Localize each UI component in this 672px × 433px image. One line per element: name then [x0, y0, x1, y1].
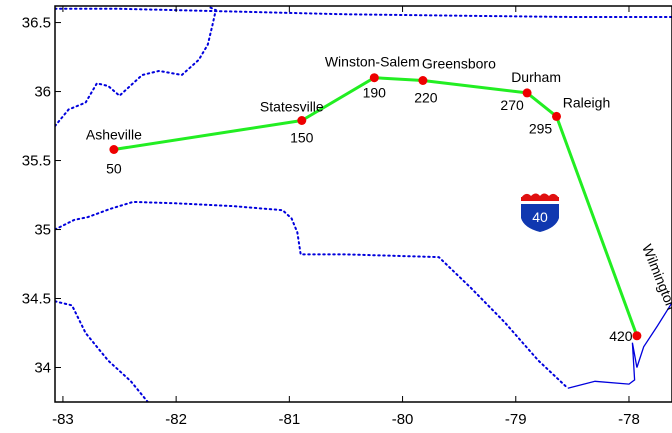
shield-stripe [521, 201, 559, 204]
city-marker [297, 116, 307, 125]
city-name-label: Asheville [86, 127, 142, 143]
y-tick-label: 35.5 [22, 153, 51, 170]
x-tick-label: -80 [392, 411, 414, 428]
y-tick-label: 36 [34, 84, 51, 101]
city-mile-label: 50 [106, 161, 122, 177]
interstate-shield: 40 [521, 193, 559, 232]
city-name-label: Durham [511, 69, 561, 85]
border-sc_west [55, 300, 149, 402]
y-axis: 36.5 36 35.5 35 34.5 34 [22, 15, 61, 377]
city-marker [109, 145, 119, 154]
plot-frame [54, 5, 672, 403]
city-mile-label: 420 [609, 328, 633, 344]
y-tick-label: 34 [34, 360, 51, 377]
city-marker [369, 73, 379, 83]
x-axis: -83 -82 -81 -80 -79 -78 [52, 6, 640, 428]
y-tick-label: 34.5 [22, 291, 51, 308]
coastline [567, 302, 672, 389]
city-mile-label: 220 [414, 90, 438, 106]
shield-body-icon [521, 204, 559, 232]
x-tick-label: -78 [618, 411, 640, 428]
city-marker [418, 76, 428, 85]
border-georgia_sc [55, 200, 569, 390]
city-mile-label: 190 [363, 85, 387, 101]
y-tick-label: 35 [34, 222, 51, 239]
state-borders [55, 6, 672, 402]
city-name-label: Statesville [260, 99, 324, 115]
y-tick-label: 36.5 [22, 15, 51, 32]
city-marker [522, 88, 532, 98]
border-virginia [55, 7, 672, 18]
x-tick-label: -83 [52, 411, 74, 428]
shield-crown-icon [521, 193, 559, 200]
city-mile-label: 150 [290, 130, 314, 146]
border-tennessee [55, 6, 217, 127]
city-mile-label: 270 [500, 97, 524, 113]
x-tick-label: -82 [165, 411, 187, 428]
shield-number: 40 [532, 209, 548, 225]
city-name-label: Raleigh [563, 94, 610, 110]
x-tick-label: -79 [505, 411, 527, 428]
x-tick-label: -81 [279, 411, 301, 428]
city-mile-label: 295 [529, 120, 553, 136]
city-marker [632, 331, 642, 341]
city-marker [552, 111, 561, 121]
city-name-label: Winston-Salem [325, 54, 420, 70]
city-name-label: Greensboro [422, 56, 496, 72]
